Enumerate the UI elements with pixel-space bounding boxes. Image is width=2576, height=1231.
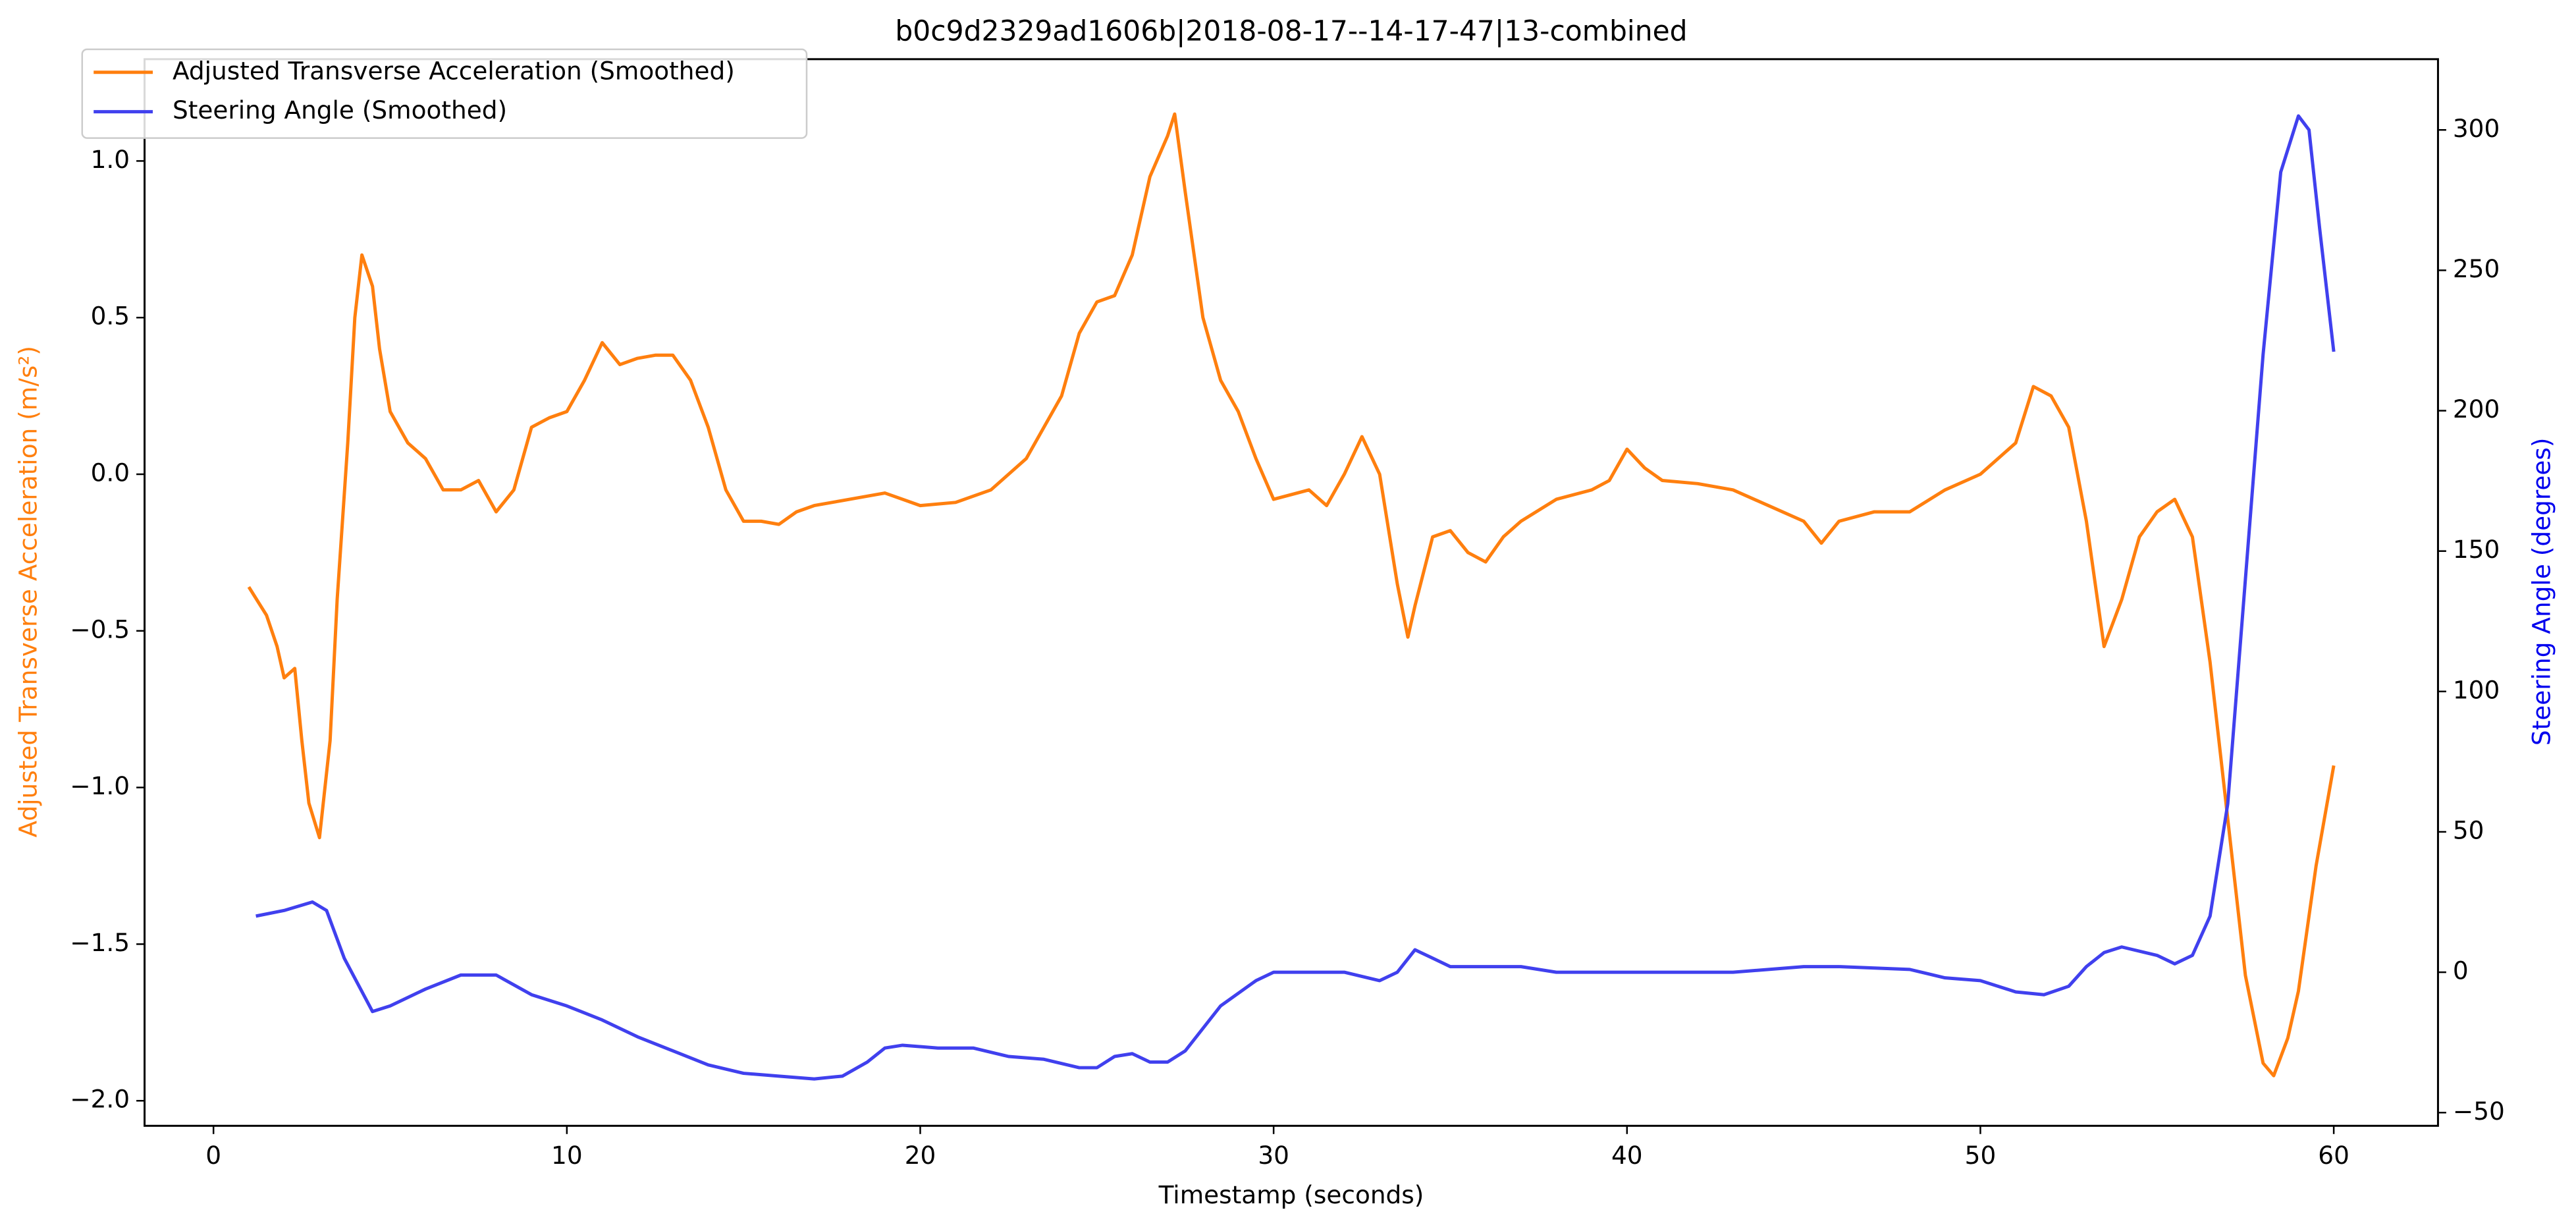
y2-tick-label: 50 (2453, 815, 2484, 844)
x-tick-label: 50 (1965, 1141, 1997, 1170)
x-tick-label: 30 (1258, 1141, 1289, 1170)
y2-tick-label: 300 (2453, 114, 2500, 143)
legend-label: Steering Angle (Smoothed) (173, 96, 507, 124)
y2-tick-label: 0 (2453, 956, 2469, 985)
y-tick-label: 0.0 (91, 458, 130, 487)
x-axis-label: Timestamp (seconds) (1158, 1180, 1424, 1209)
y-tick-label: 1.0 (91, 145, 130, 174)
y-tick-label: 0.5 (91, 302, 130, 331)
y2-tick-label: 150 (2453, 535, 2500, 564)
y-tick-label: −1.0 (70, 771, 130, 800)
x-tick-label: 60 (2318, 1141, 2349, 1170)
y-tick-label: −1.5 (70, 928, 130, 957)
series-line (255, 114, 2336, 1081)
y2-tick-label: 200 (2453, 395, 2500, 424)
x-tick-label: 0 (205, 1141, 221, 1170)
y2-tick-label: 250 (2453, 254, 2500, 283)
y-tick-label: −0.5 (70, 615, 130, 643)
legend-box (81, 48, 808, 139)
y2-tick-label: 100 (2453, 675, 2500, 704)
y-tick-label: −2.0 (70, 1085, 130, 1114)
y2-axis-label: Steering Angle (degrees) (2527, 437, 2556, 746)
plot-frame (144, 58, 2439, 1127)
chart-title: b0c9d2329ad1606b|2018-08-17--14-17-47|13… (895, 15, 1687, 47)
legend-label: Adjusted Transverse Acceleration (Smooth… (173, 56, 735, 85)
x-tick-label: 20 (905, 1141, 936, 1170)
x-tick-label: 10 (551, 1141, 583, 1170)
series-line (247, 112, 2336, 1078)
y2-tick-label: −50 (2453, 1097, 2505, 1126)
x-tick-label: 40 (1611, 1141, 1643, 1170)
y-axis-label: Adjusted Transverse Acceleration (m/s²) (13, 346, 42, 837)
